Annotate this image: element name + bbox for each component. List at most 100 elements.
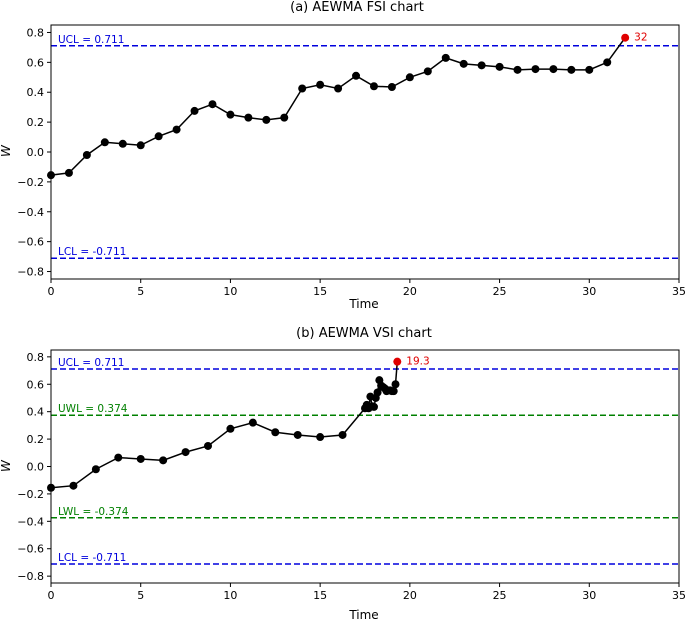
data-point <box>495 62 504 71</box>
limit-label: UWL = 0.374 <box>58 403 128 415</box>
x-tick-label: 5 <box>137 285 144 298</box>
data-point <box>423 67 432 76</box>
data-point <box>248 418 257 427</box>
data-point <box>585 65 594 74</box>
data-point <box>293 430 302 439</box>
data-point <box>69 481 78 490</box>
data-point <box>531 65 540 74</box>
y-axis-label: W <box>0 459 13 472</box>
data-point <box>154 132 163 141</box>
x-tick-label: 15 <box>313 285 327 298</box>
y-tick-label: −0.8 <box>17 570 44 583</box>
y-tick-label: 0.6 <box>27 378 45 391</box>
y-tick-label: 0.6 <box>27 56 45 69</box>
x-tick-label: 20 <box>403 285 417 298</box>
y-tick-label: 0.2 <box>27 433 45 446</box>
data-point <box>298 84 307 93</box>
chart-title: (a) AEWMA FSI chart <box>290 0 424 15</box>
data-point <box>391 380 400 389</box>
data-point <box>316 80 325 89</box>
data-point <box>226 110 235 119</box>
x-tick-label: 0 <box>48 589 55 602</box>
x-axis-label: Time <box>348 608 378 619</box>
data-point <box>136 454 145 463</box>
x-tick-label: 10 <box>223 285 237 298</box>
y-tick-label: −0.2 <box>17 176 44 189</box>
signal-point <box>393 357 402 366</box>
x-tick-label: 30 <box>582 285 596 298</box>
x-tick-label: 25 <box>493 285 507 298</box>
data-point <box>64 168 73 177</box>
data-point <box>208 100 217 109</box>
y-axis-label: W <box>0 144 13 157</box>
data-point <box>190 106 199 115</box>
x-tick-label: 25 <box>493 589 507 602</box>
signal-point-label: 19.3 <box>406 356 429 368</box>
data-point <box>316 433 325 442</box>
plot-frame <box>50 349 680 584</box>
data-point <box>82 150 91 159</box>
y-tick-label: −0.8 <box>17 266 44 279</box>
data-point <box>513 65 522 74</box>
data-point <box>567 65 576 74</box>
data-point <box>244 113 253 122</box>
limit-label: UCL = 0.711 <box>58 357 124 369</box>
data-point <box>136 141 145 150</box>
series-line <box>50 57 608 176</box>
y-tick-label: −0.6 <box>17 236 44 249</box>
data-point <box>477 61 486 70</box>
data-point <box>226 424 235 433</box>
data-point <box>352 71 361 80</box>
limit-label: UCL = 0.711 <box>58 34 124 46</box>
y-tick-label: 0.8 <box>27 26 45 39</box>
data-point <box>338 430 347 439</box>
data-point <box>271 428 280 437</box>
data-point <box>334 84 343 93</box>
chart-panel-fsi: (a) AEWMA FSI chart Time W UCL = 0.711 LC… <box>0 0 685 311</box>
data-point <box>387 83 396 92</box>
data-point <box>441 53 450 62</box>
chart-title: (b) AEWMA VSI chart <box>296 326 432 341</box>
y-tick-label: −0.4 <box>17 206 44 219</box>
x-tick-label: 15 <box>313 589 327 602</box>
limit-label: LCL = -0.711 <box>58 246 126 258</box>
data-point <box>369 402 378 411</box>
y-tick-label: 0.4 <box>27 86 45 99</box>
data-point <box>280 113 289 122</box>
series-line-segment <box>606 37 626 63</box>
y-tick-label: 0.0 <box>27 146 45 159</box>
x-tick-label: 5 <box>137 589 144 602</box>
data-point <box>204 441 212 450</box>
data-point <box>172 125 181 134</box>
y-tick-label: −0.6 <box>17 543 44 556</box>
x-tick-label: 20 <box>403 589 417 602</box>
data-point <box>100 138 109 147</box>
data-point <box>262 115 271 124</box>
x-tick-label: 30 <box>582 589 596 602</box>
data-point <box>459 59 468 68</box>
y-tick-label: 0.8 <box>27 351 45 364</box>
data-point <box>114 453 123 462</box>
data-point <box>405 73 414 82</box>
data-point <box>159 456 168 465</box>
x-tick-label: 35 <box>672 589 685 602</box>
x-axis-label: Time <box>348 297 378 311</box>
data-point <box>373 388 382 397</box>
data-point <box>549 65 558 74</box>
chart-panel-vsi: (b) AEWMA VSI chart Time W UCL = 0.711 UW… <box>0 326 685 619</box>
y-tick-label: −0.4 <box>17 515 44 528</box>
signal-point-label: 32 <box>634 32 647 44</box>
x-tick-label: 10 <box>223 589 237 602</box>
y-tick-label: 0.4 <box>27 406 45 419</box>
limit-label: LCL = -0.711 <box>58 552 126 564</box>
data-point <box>603 58 612 67</box>
data-point <box>389 387 398 396</box>
y-tick-label: 0.2 <box>27 116 45 129</box>
y-tick-label: 0.0 <box>27 461 45 474</box>
limit-label: LWL = -0.374 <box>58 506 129 518</box>
x-tick-label: 35 <box>672 285 685 298</box>
x-tick-label: 0 <box>48 285 55 298</box>
y-tick-label: −0.2 <box>17 488 44 501</box>
data-point <box>369 82 378 91</box>
